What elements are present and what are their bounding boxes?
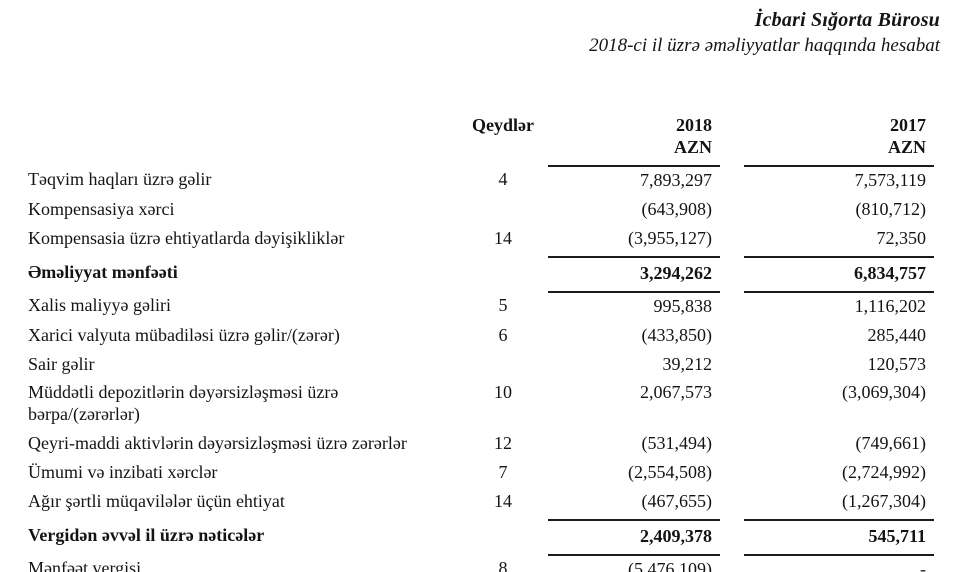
row-note bbox=[458, 196, 548, 225]
row-note bbox=[458, 520, 548, 555]
table-header-row-years: Qeydlər 2018 2017 bbox=[28, 112, 934, 137]
row-value-2017: 7,573,119 bbox=[854, 169, 926, 190]
row-note bbox=[458, 351, 548, 380]
row-label: Sair gəlir bbox=[28, 353, 95, 374]
row-value-2017: (1,267,304) bbox=[744, 488, 934, 522]
row-label: Müddətli depozitlərin dəyərsizləşməsi üz… bbox=[28, 382, 339, 425]
table-row-subtotal: Əməliyyat mənfəəti 3,294,262 6,834,757 bbox=[28, 256, 934, 293]
header-spacer-cell bbox=[720, 112, 744, 137]
row-label: Ağır şərtli müqavilələr üçün ehtiyat bbox=[28, 491, 285, 512]
row-label: Mənfəət vergisi bbox=[28, 558, 142, 572]
row-value-2018: 39,212 bbox=[662, 353, 713, 374]
row-value-2018: 2,067,573 bbox=[640, 382, 712, 403]
row-label: Əməliyyat mənfəəti bbox=[28, 261, 178, 282]
column-header-2018: 2018 bbox=[676, 114, 712, 135]
table-row: Xarici valyuta mübadiləsi üzrə gəlir/(zə… bbox=[28, 322, 934, 351]
table-row: Xalis maliyyə gəliri 5 995,838 1,116,202 bbox=[28, 292, 934, 322]
row-value-2017: 6,834,757 bbox=[744, 256, 934, 293]
row-label: Qeyri-maddi aktivlərin dəyərsizləşməsi ü… bbox=[28, 433, 407, 454]
row-value-2017: - bbox=[744, 555, 934, 572]
table-row: Ağır şərtli müqavilələr üçün ehtiyat 14 … bbox=[28, 488, 934, 522]
row-value-2018: (467,655) bbox=[548, 488, 720, 522]
row-note bbox=[458, 257, 548, 292]
currency-header-2017: AZN bbox=[744, 136, 934, 167]
row-note: 8 bbox=[498, 558, 508, 572]
table-row: Mənfəət vergisi 8 (5,476,109) - bbox=[28, 555, 934, 572]
row-value-2017: (749,661) bbox=[855, 433, 927, 454]
row-label: Xarici valyuta mübadiləsi üzrə gəlir/(zə… bbox=[28, 324, 340, 345]
table-row: Kompensasia üzrə ehtiyatlarda dəyişiklik… bbox=[28, 224, 934, 258]
header-spacer-cell bbox=[720, 137, 744, 166]
row-value-2018: (2,554,508) bbox=[628, 462, 712, 483]
row-label: Vergidən əvvəl il üzrə nəticələr bbox=[28, 525, 265, 546]
row-value-2018: 7,893,297 bbox=[640, 169, 712, 190]
row-label: Təqvim haqları üzrə gəlir bbox=[28, 168, 212, 189]
row-value-2018: 2,409,378 bbox=[548, 520, 720, 557]
row-label: Ümumi və inzibati xərclər bbox=[28, 462, 218, 483]
column-header-2017: 2017 bbox=[890, 114, 926, 135]
row-note: 14 bbox=[494, 491, 512, 512]
table-row: Müddətli depozitlərin dəyərsizləşməsi üz… bbox=[28, 379, 934, 430]
row-value-2018: 3,294,262 bbox=[548, 256, 720, 293]
row-label: Kompensasia üzrə ehtiyatlarda dəyişiklik… bbox=[28, 227, 345, 248]
table-row: Ümumi və inzibati xərclər 7 (2,554,508) … bbox=[28, 459, 934, 488]
row-value-2017: 545,711 bbox=[744, 520, 934, 557]
header-spacer-cell bbox=[458, 137, 548, 166]
row-value-2018: (5,476,109) bbox=[548, 555, 720, 572]
organization-name: İcbari Sığorta Bürosu bbox=[754, 9, 940, 31]
row-value-2017: (3,069,304) bbox=[842, 382, 926, 403]
row-value-2017: (2,724,992) bbox=[842, 462, 926, 483]
row-value-2018: (433,850) bbox=[641, 324, 713, 345]
row-value-2018: (531,494) bbox=[641, 433, 713, 454]
table-row: Kompensasiya xərci (643,908) (810,712) bbox=[28, 196, 934, 225]
column-header-notes: Qeydlər bbox=[472, 114, 534, 135]
header-spacer-cell bbox=[28, 112, 458, 137]
row-value-2018: (3,955,127) bbox=[548, 224, 720, 258]
table-row-subtotal: Vergidən əvvəl il üzrə nəticələr 2,409,3… bbox=[28, 520, 934, 557]
income-statement-table: Qeydlər 2018 2017 AZN AZN Təqvim haqları… bbox=[28, 112, 934, 572]
row-note: 10 bbox=[494, 382, 512, 403]
row-value-2017: 1,116,202 bbox=[854, 295, 926, 316]
row-note: 14 bbox=[494, 227, 512, 248]
row-note: 5 bbox=[498, 294, 508, 315]
row-value-2017: 72,350 bbox=[744, 224, 934, 258]
row-value-2017: (810,712) bbox=[855, 198, 927, 219]
row-value-2018: (643,908) bbox=[641, 198, 713, 219]
row-note: 12 bbox=[494, 433, 512, 454]
row-label: Kompensasiya xərci bbox=[28, 198, 175, 219]
table-header-row-currency: AZN AZN bbox=[28, 136, 934, 167]
row-value-2017: 285,440 bbox=[867, 324, 927, 345]
row-note: 7 bbox=[498, 462, 508, 483]
row-note: 6 bbox=[498, 324, 508, 345]
row-value-2017: 120,573 bbox=[867, 353, 927, 374]
header-spacer-cell bbox=[28, 137, 458, 166]
row-note: 4 bbox=[498, 168, 508, 189]
row-label: Xalis maliyyə gəliri bbox=[28, 294, 171, 315]
table-row: Qeyri-maddi aktivlərin dəyərsizləşməsi ü… bbox=[28, 430, 934, 459]
report-subtitle: 2018-ci il üzrə əməliyyatlar haqqında he… bbox=[589, 34, 940, 56]
document-header: İcbari Sığorta Bürosu 2018-ci il üzrə əm… bbox=[0, 0, 959, 58]
table-row: Təqvim haqları üzrə gəlir 4 7,893,297 7,… bbox=[28, 166, 934, 196]
table-row: Sair gəlir 39,212 120,573 bbox=[28, 351, 934, 380]
row-value-2018: 995,838 bbox=[653, 295, 713, 316]
currency-header-2018: AZN bbox=[548, 136, 720, 167]
